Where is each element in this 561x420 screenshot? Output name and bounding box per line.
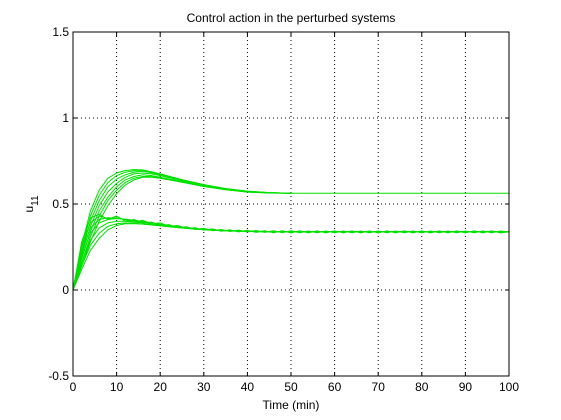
x-tick-label: 80 xyxy=(415,380,429,394)
y-tick-label: 0 xyxy=(62,283,69,297)
y-tick-label: 1.5 xyxy=(52,25,69,39)
x-tick-label: 20 xyxy=(154,380,168,394)
x-tick-label: 70 xyxy=(372,380,386,394)
x-tick-label: 40 xyxy=(241,380,255,394)
y-tick-label: 1 xyxy=(62,111,69,125)
x-tick-label: 0 xyxy=(70,380,77,394)
y-axis-label-subscript: 11 xyxy=(30,195,41,206)
grid-lines xyxy=(73,32,509,376)
series-line-7 xyxy=(72,176,292,291)
y-axis-label-group: u11 xyxy=(22,195,41,213)
y-tick-label: -0.5 xyxy=(48,369,69,383)
x-tick-label: 60 xyxy=(328,380,342,394)
y-axis-label: u11 xyxy=(22,195,41,213)
x-tick-label: 10 xyxy=(110,380,124,394)
series-group xyxy=(72,169,510,291)
x-tick-label: 100 xyxy=(499,380,519,394)
series-line-5 xyxy=(72,169,292,291)
x-tick-label: 90 xyxy=(459,380,473,394)
y-axis-label-main: u xyxy=(22,206,36,213)
axis-ticks: 0 10 20 30 40 50 60 70 80 90 100-0.500.511.5 xyxy=(48,25,519,394)
x-axis-label: Time (min) xyxy=(263,398,320,412)
chart-title: Control action in the perturbed systems xyxy=(187,11,396,25)
x-tick-label: 50 xyxy=(284,380,298,394)
series-line-15 xyxy=(72,223,509,291)
y-tick-label: 0.5 xyxy=(52,197,69,211)
x-tick-label: 30 xyxy=(197,380,211,394)
